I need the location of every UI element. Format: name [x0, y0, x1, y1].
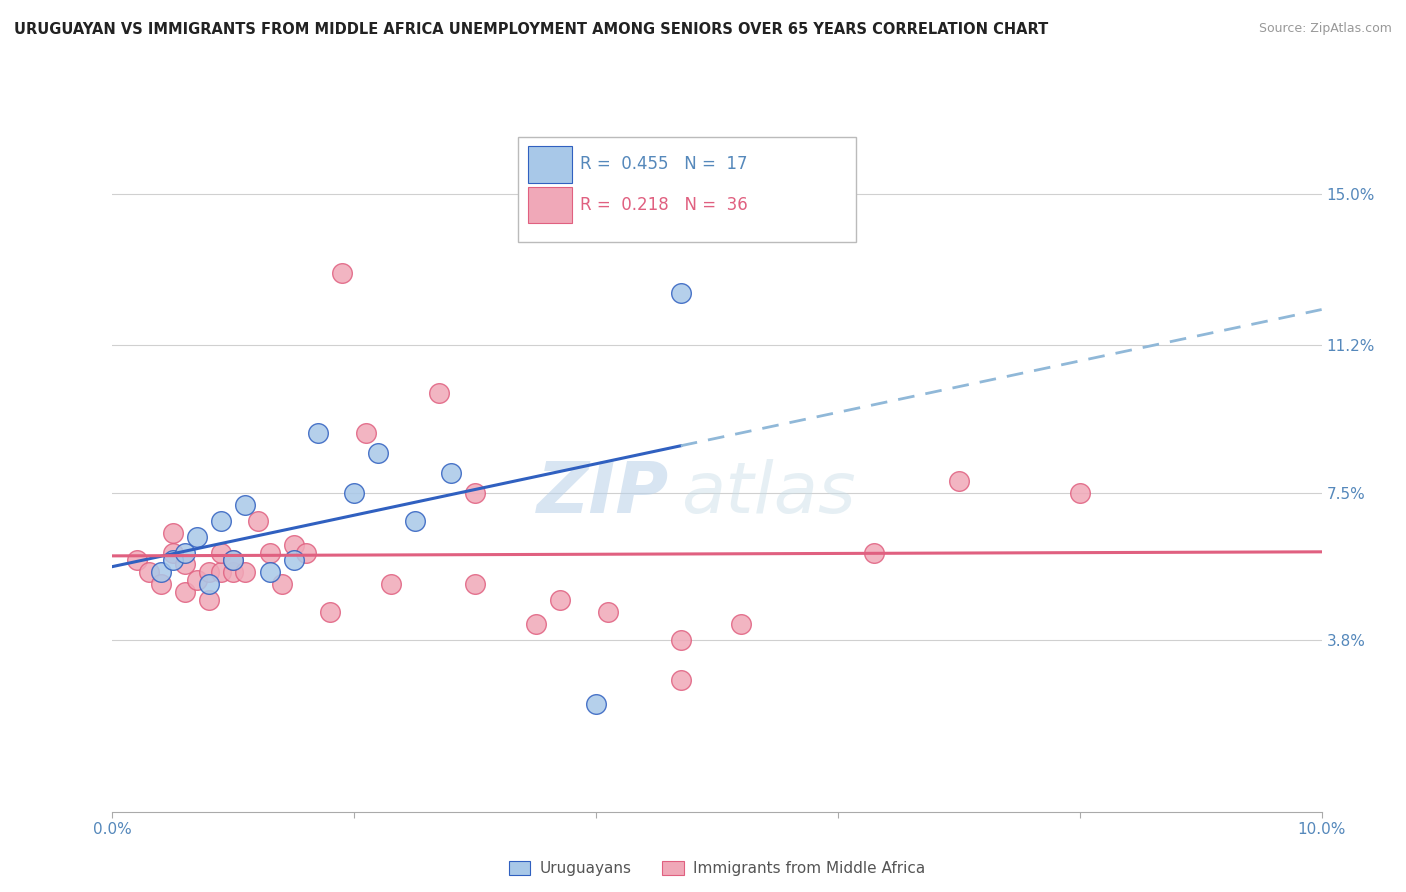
Point — [863, 545, 886, 559]
Point — [380, 577, 402, 591]
Text: Source: ZipAtlas.com: Source: ZipAtlas.com — [1258, 22, 1392, 36]
Point — [235, 566, 257, 580]
FancyBboxPatch shape — [517, 137, 856, 243]
Text: R =  0.218   N =  36: R = 0.218 N = 36 — [581, 196, 748, 214]
Point — [209, 566, 232, 580]
Point — [427, 386, 450, 401]
Point — [222, 566, 245, 580]
Point — [283, 537, 305, 551]
Point — [259, 545, 281, 559]
FancyBboxPatch shape — [529, 186, 572, 223]
Point — [307, 425, 329, 440]
Point — [186, 530, 208, 544]
Point — [270, 577, 292, 591]
Point — [669, 286, 692, 301]
Point — [209, 545, 232, 559]
Point — [330, 266, 353, 280]
Point — [174, 558, 197, 572]
Point — [198, 577, 221, 591]
Point — [548, 593, 571, 607]
Point — [319, 605, 342, 619]
Point — [138, 566, 160, 580]
Point — [730, 617, 752, 632]
Point — [125, 553, 148, 567]
Point — [149, 566, 172, 580]
Legend: Uruguayans, Immigrants from Middle Africa: Uruguayans, Immigrants from Middle Afric… — [503, 855, 931, 882]
Point — [162, 545, 184, 559]
Point — [162, 525, 184, 540]
Text: ZIP: ZIP — [537, 458, 669, 527]
Point — [669, 673, 692, 687]
Point — [948, 474, 970, 488]
Point — [524, 617, 547, 632]
Point — [404, 514, 426, 528]
Point — [198, 593, 221, 607]
Text: URUGUAYAN VS IMMIGRANTS FROM MIDDLE AFRICA UNEMPLOYMENT AMONG SENIORS OVER 65 YE: URUGUAYAN VS IMMIGRANTS FROM MIDDLE AFRI… — [14, 22, 1049, 37]
Point — [367, 446, 389, 460]
Point — [259, 566, 281, 580]
Point — [343, 485, 366, 500]
Point — [149, 577, 172, 591]
Point — [295, 545, 318, 559]
Point — [174, 545, 197, 559]
Point — [598, 605, 620, 619]
Point — [222, 553, 245, 567]
Text: R =  0.455   N =  17: R = 0.455 N = 17 — [581, 155, 748, 173]
Point — [186, 574, 208, 588]
Point — [585, 697, 607, 711]
FancyBboxPatch shape — [529, 146, 572, 183]
Point — [209, 514, 232, 528]
Point — [440, 466, 463, 480]
Point — [464, 485, 486, 500]
Text: atlas: atlas — [681, 458, 855, 527]
Point — [464, 577, 486, 591]
Point — [198, 566, 221, 580]
Point — [283, 553, 305, 567]
Point — [222, 553, 245, 567]
Point — [174, 585, 197, 599]
Point — [1069, 485, 1091, 500]
Y-axis label: Unemployment Among Seniors over 65 years: Unemployment Among Seniors over 65 years — [0, 315, 7, 631]
Point — [246, 514, 269, 528]
Point — [235, 498, 257, 512]
Point — [162, 553, 184, 567]
Point — [356, 425, 378, 440]
Point — [669, 633, 692, 648]
